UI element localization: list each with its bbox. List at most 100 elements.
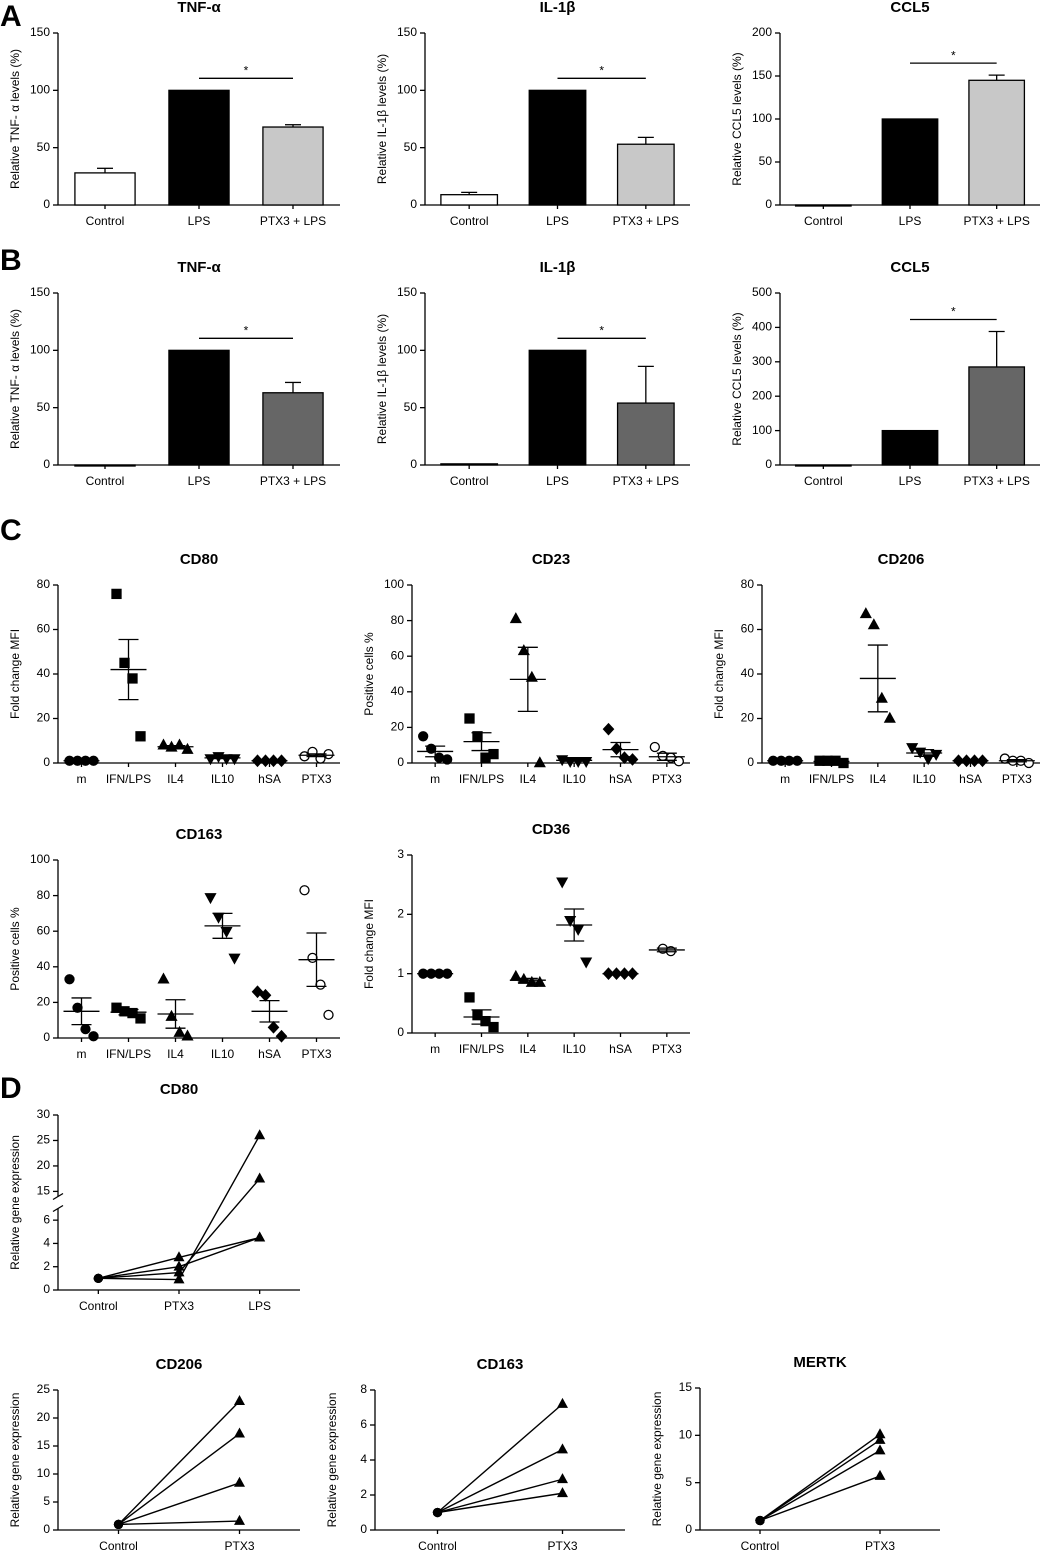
y-tick-label: 150 bbox=[30, 285, 50, 299]
data-point bbox=[254, 1172, 266, 1183]
data-point bbox=[557, 1487, 568, 1498]
data-point bbox=[874, 1469, 886, 1480]
bar bbox=[528, 349, 587, 466]
y-axis-label: Fold change MFI bbox=[362, 899, 376, 989]
data-point bbox=[307, 952, 318, 964]
data-point bbox=[580, 957, 593, 969]
data-point bbox=[488, 748, 499, 760]
y-tick-label: 5 bbox=[43, 1494, 50, 1508]
chart-title: IL-1β bbox=[540, 259, 576, 276]
data-point bbox=[251, 985, 264, 999]
data-point bbox=[267, 1020, 280, 1034]
bar bbox=[262, 126, 324, 206]
y-tick-label: 20 bbox=[37, 711, 51, 725]
x-tick-label: PTX3 bbox=[1002, 772, 1032, 786]
y-axis-label: Positive cells % bbox=[362, 632, 376, 716]
bar bbox=[262, 392, 324, 466]
x-tick-label: Control bbox=[86, 474, 125, 488]
y-tick-label: 100 bbox=[30, 343, 50, 357]
y-tick-label: 20 bbox=[37, 995, 51, 1009]
significance-label: * bbox=[244, 64, 249, 78]
data-point bbox=[557, 1443, 568, 1454]
x-tick-label: PTX3 bbox=[865, 1539, 895, 1551]
y-tick-label: 25 bbox=[37, 1382, 51, 1396]
bar bbox=[794, 464, 852, 467]
y-tick-label: 0 bbox=[43, 197, 50, 211]
y-tick-label: 80 bbox=[391, 613, 405, 627]
data-point bbox=[557, 1473, 568, 1484]
y-tick-label: 60 bbox=[391, 648, 405, 662]
x-tick-label: hSA bbox=[258, 1047, 281, 1061]
y-tick-label: 20 bbox=[37, 1410, 51, 1424]
x-tick-label: PTX3 bbox=[301, 1047, 331, 1061]
y-axis-label: Relative TNF- α levels (%) bbox=[8, 309, 22, 449]
x-tick-label: Control bbox=[450, 214, 489, 228]
data-point bbox=[275, 1029, 288, 1043]
y-tick-label: 150 bbox=[397, 285, 417, 299]
y-tick-label: 15 bbox=[679, 1380, 693, 1394]
data-point bbox=[533, 756, 546, 768]
data-point bbox=[80, 1023, 91, 1035]
data-point bbox=[874, 1433, 886, 1444]
series-line bbox=[437, 1478, 563, 1514]
y-tick-label: 15 bbox=[37, 1438, 51, 1452]
y-tick-label: 80 bbox=[37, 888, 51, 902]
y-tick-label: 0 bbox=[360, 1522, 367, 1536]
x-tick-label: IL4 bbox=[519, 772, 536, 786]
data-point bbox=[165, 1009, 178, 1021]
bar bbox=[881, 118, 939, 206]
y-tick-label: 80 bbox=[37, 577, 51, 591]
y-tick-label: 8 bbox=[360, 1382, 367, 1396]
x-tick-label: IL10 bbox=[562, 1042, 586, 1056]
y-tick-label: 50 bbox=[37, 140, 51, 154]
data-point bbox=[323, 1009, 334, 1021]
chart-title: MERTK bbox=[793, 1354, 846, 1371]
y-tick-label: 2 bbox=[397, 907, 404, 921]
y-axis-label: Relative gene expression bbox=[650, 1392, 664, 1527]
y-axis-label: Relative gene expression bbox=[325, 1393, 339, 1528]
data-point bbox=[488, 1021, 499, 1033]
panel-letter: D bbox=[0, 1072, 22, 1105]
x-tick-label: m bbox=[77, 772, 87, 786]
series-line bbox=[118, 1520, 240, 1526]
y-tick-label: 100 bbox=[397, 343, 417, 357]
data-point bbox=[204, 893, 217, 905]
bar bbox=[74, 172, 136, 206]
y-tick-label: 0 bbox=[765, 197, 772, 211]
x-tick-label: PTX3 bbox=[164, 1299, 194, 1313]
chart-title: CD163 bbox=[176, 826, 223, 843]
data-point bbox=[418, 731, 429, 742]
y-tick-label: 100 bbox=[752, 423, 772, 437]
bar bbox=[440, 194, 499, 206]
chart-title: IL-1β bbox=[540, 0, 576, 16]
y-tick-label: 150 bbox=[30, 25, 50, 39]
data-point bbox=[564, 916, 577, 928]
data-point bbox=[557, 1397, 568, 1408]
y-tick-label: 100 bbox=[752, 111, 772, 125]
x-tick-label: PTX3 + LPS bbox=[963, 214, 1029, 228]
y-tick-label: 60 bbox=[37, 622, 51, 636]
y-tick-label: 0 bbox=[747, 755, 754, 769]
x-tick-label: LPS bbox=[188, 474, 211, 488]
y-tick-label: 200 bbox=[752, 388, 772, 402]
data-point bbox=[299, 885, 310, 896]
chart-title: CD80 bbox=[180, 551, 218, 568]
axis-break bbox=[52, 1192, 64, 1201]
x-tick-label: IL4 bbox=[167, 772, 184, 786]
chart-title: TNF-α bbox=[177, 0, 221, 16]
x-tick-label: IL10 bbox=[912, 772, 936, 786]
panel-letter: B bbox=[0, 244, 22, 277]
data-point bbox=[88, 1031, 99, 1042]
y-tick-label: 50 bbox=[759, 154, 773, 168]
x-tick-label: PTX3 + LPS bbox=[613, 474, 679, 488]
x-tick-label: Control bbox=[804, 214, 843, 228]
bar bbox=[968, 79, 1026, 206]
y-tick-label: 6 bbox=[360, 1417, 367, 1431]
x-tick-label: LPS bbox=[188, 214, 211, 228]
y-tick-label: 5 bbox=[685, 1475, 692, 1489]
data-point bbox=[234, 1476, 245, 1487]
chart-title: CCL5 bbox=[890, 259, 929, 276]
x-tick-label: LPS bbox=[546, 474, 569, 488]
x-tick-label: PTX3 bbox=[652, 1042, 682, 1056]
